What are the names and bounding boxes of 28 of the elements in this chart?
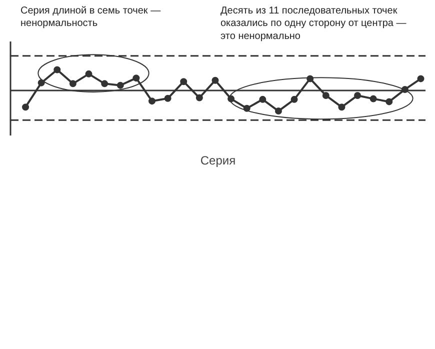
point xyxy=(417,75,424,82)
point xyxy=(259,96,266,103)
point xyxy=(132,74,140,82)
point xyxy=(69,80,76,88)
point xyxy=(116,82,124,89)
point xyxy=(54,66,61,74)
point xyxy=(101,80,108,88)
text: Серия длиной в семь точек — ненормальность xyxy=(20,6,161,30)
text: Десять из 11 последовательных точек оказались по одну сторону от центра — это ненормально xyxy=(220,6,406,42)
point xyxy=(322,92,330,99)
x-axis-title: Серия xyxy=(200,154,236,168)
point xyxy=(180,78,188,86)
point xyxy=(196,94,203,102)
point xyxy=(338,104,346,111)
point xyxy=(164,94,172,102)
point xyxy=(354,92,362,99)
point xyxy=(306,75,314,82)
point xyxy=(212,76,219,84)
point xyxy=(85,70,92,78)
point xyxy=(370,95,377,102)
point xyxy=(290,96,298,103)
point xyxy=(148,98,156,105)
point xyxy=(38,79,45,86)
point xyxy=(274,108,282,115)
point xyxy=(22,104,30,111)
point xyxy=(228,95,235,102)
point xyxy=(243,104,250,112)
point xyxy=(386,98,393,106)
